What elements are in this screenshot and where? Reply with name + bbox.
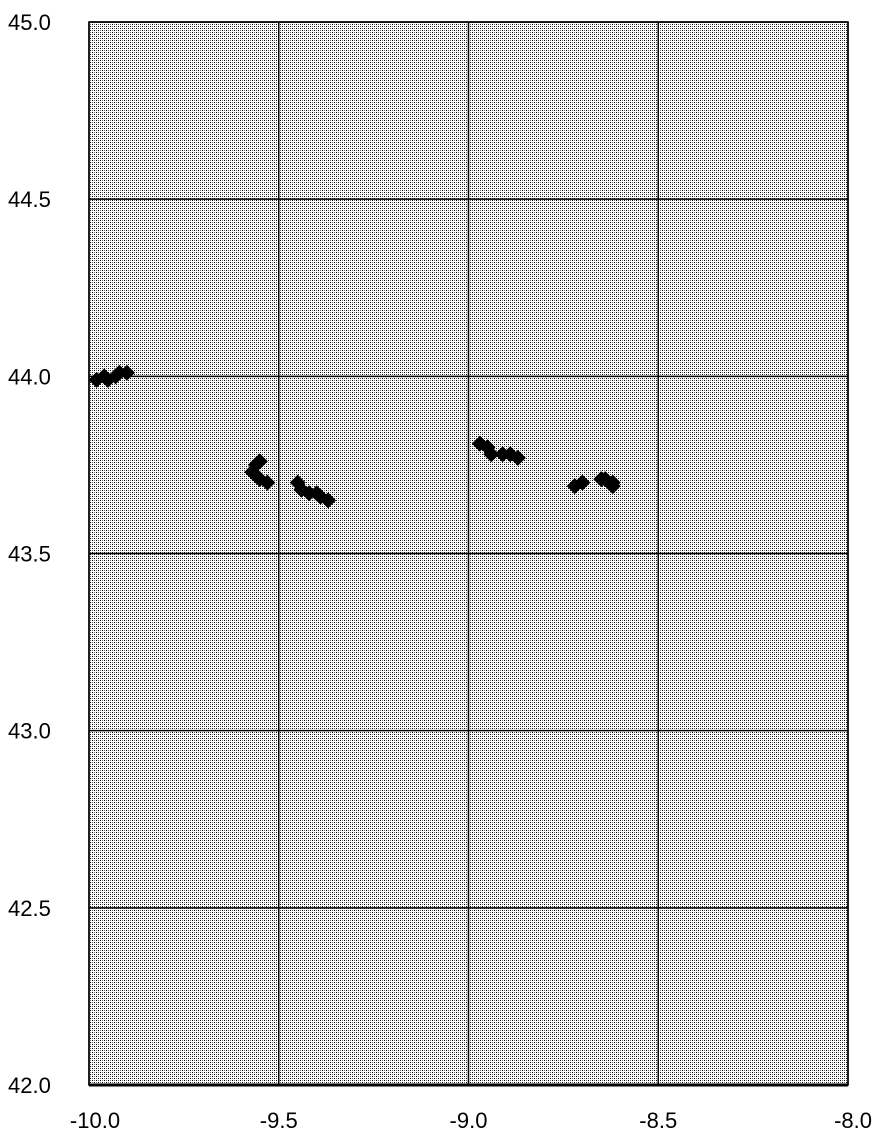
y-tick-label: 42.0 — [8, 1073, 51, 1098]
y-tick-label: 44.5 — [8, 187, 51, 212]
data-point — [483, 446, 500, 463]
y-tick-label: 44.0 — [8, 364, 51, 389]
y-axis-tick-labels: 42.0 42.5 43.0 43.5 44.0 44.5 45.0 — [8, 10, 51, 1098]
x-tick-label: -9.0 — [450, 1108, 488, 1133]
grid-lines — [88, 21, 849, 1086]
x-tick-label: -10.0 — [70, 1108, 120, 1133]
x-tick-label: -8.5 — [639, 1108, 677, 1133]
y-tick-label: 43.0 — [8, 719, 51, 744]
data-points — [88, 364, 621, 509]
data-point — [251, 453, 268, 470]
data-point — [574, 474, 591, 491]
x-tick-label: -9.5 — [260, 1108, 298, 1133]
y-tick-label: 43.5 — [8, 542, 51, 567]
data-point — [320, 492, 337, 509]
data-point — [604, 478, 621, 495]
y-tick-label: 45.0 — [8, 10, 51, 35]
x-tick-label: -8.0 — [834, 1108, 872, 1133]
data-point — [259, 474, 276, 491]
data-point — [509, 449, 526, 466]
y-tick-label: 42.5 — [8, 896, 51, 921]
x-axis-tick-labels: -10.0 -9.5 -9.0 -8.5 -8.0 — [70, 1108, 872, 1133]
data-point — [118, 364, 135, 381]
